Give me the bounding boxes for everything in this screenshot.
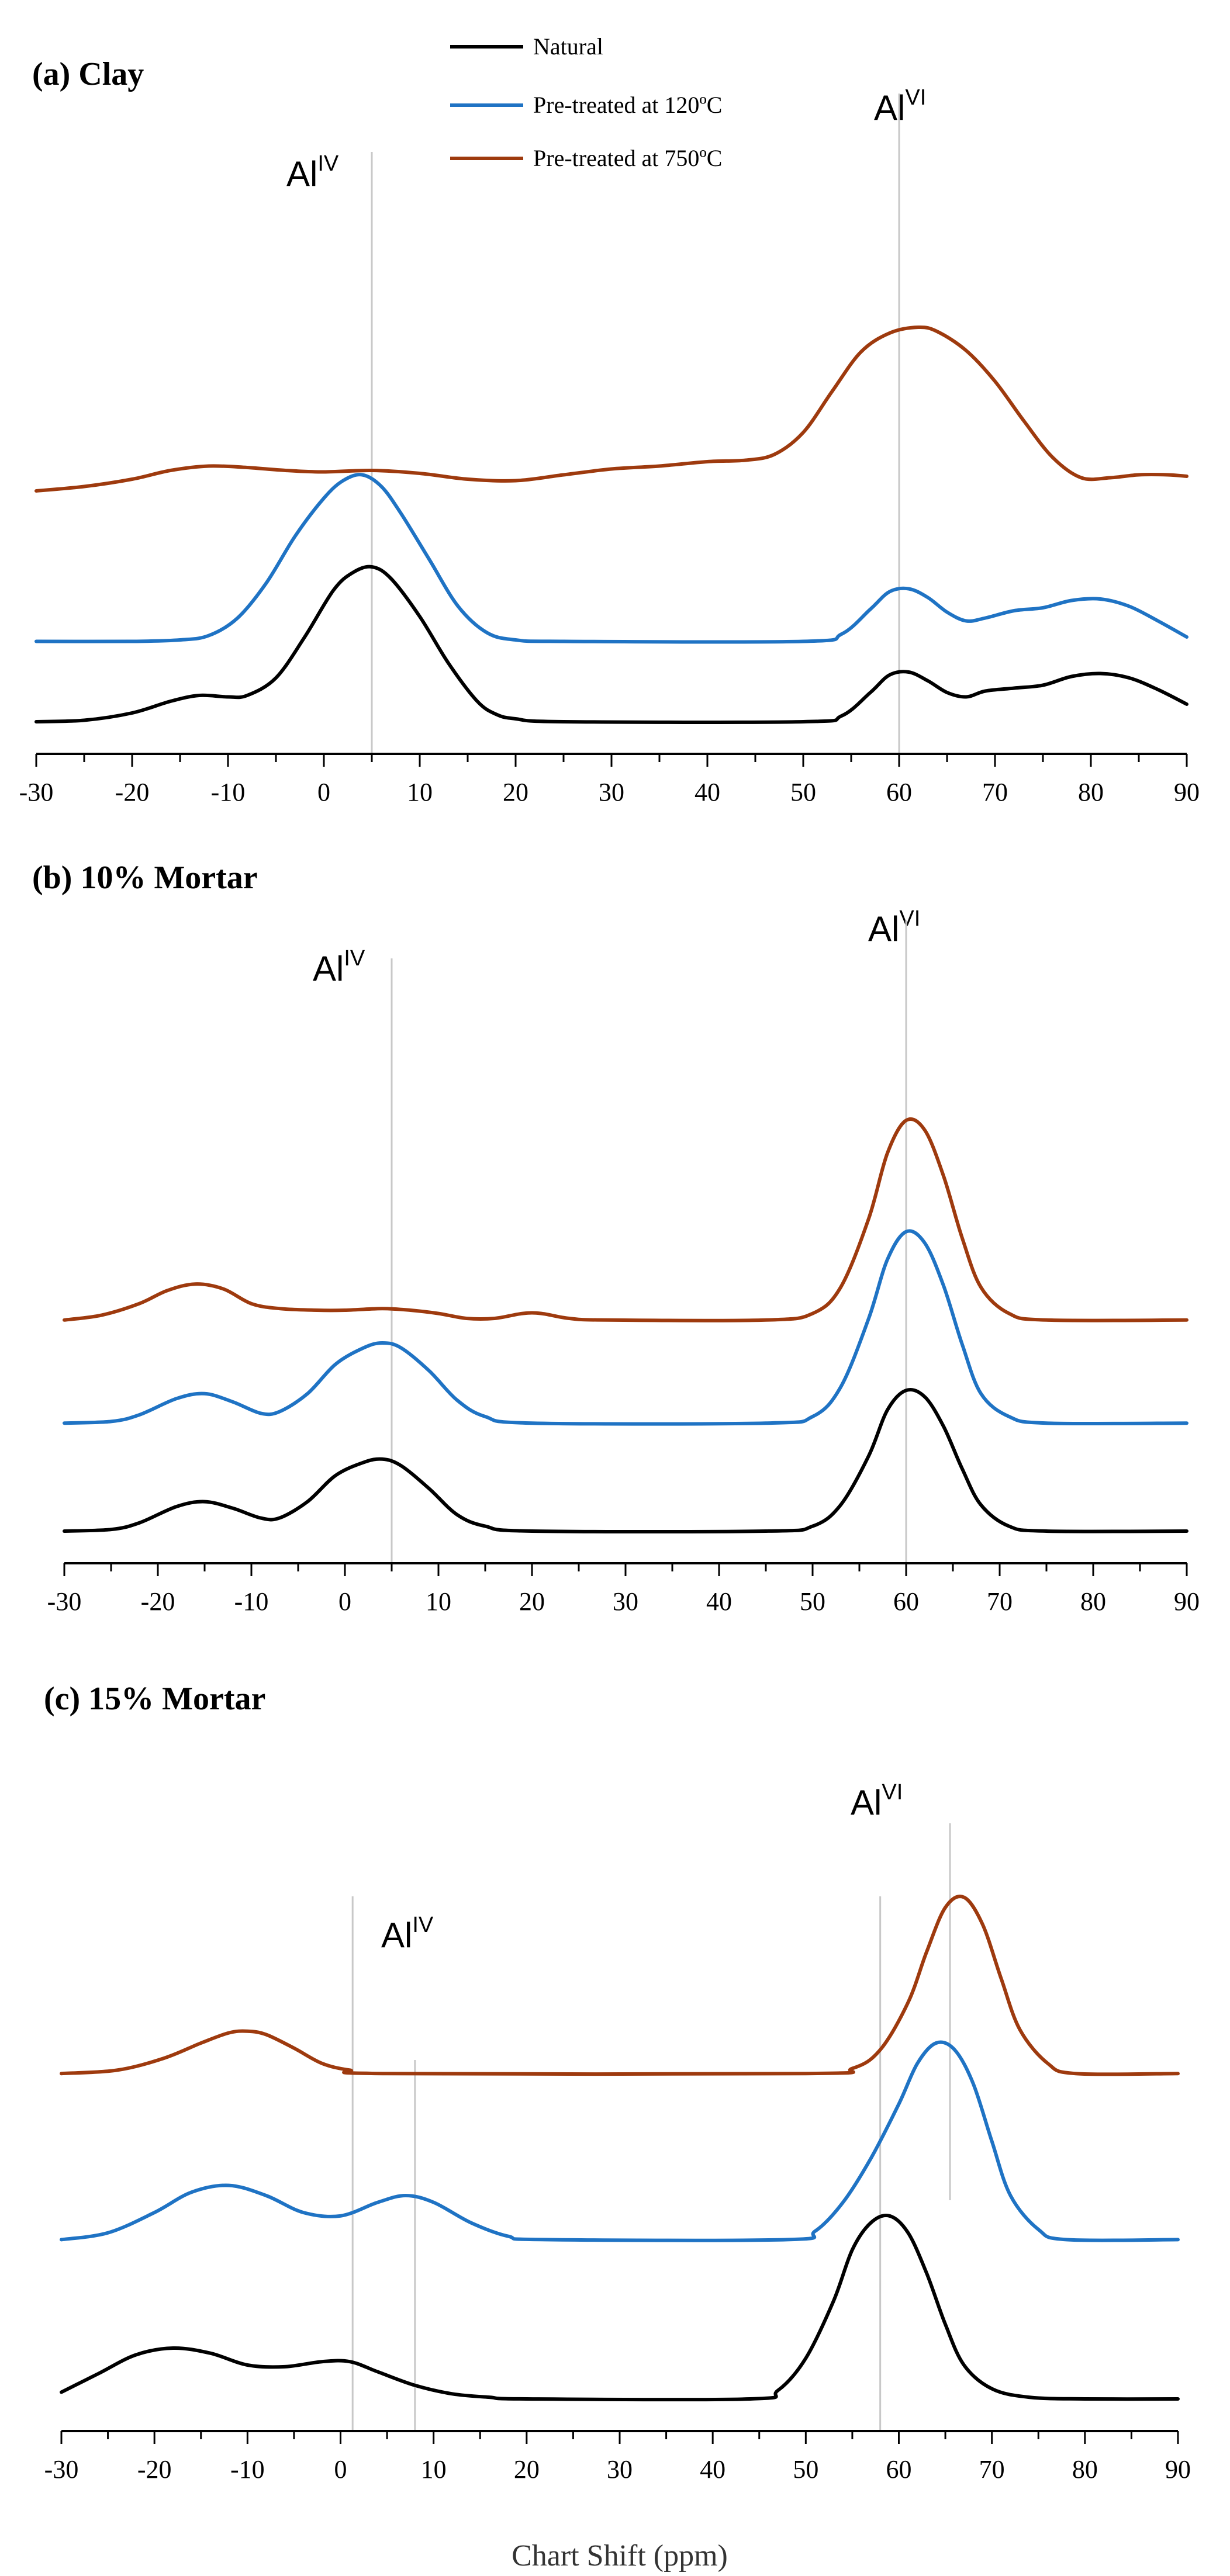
al-iv-label-clay: AlIV [286,151,339,193]
series-natural [63,1387,1188,1534]
x-tick-label: 80 [1080,1587,1106,1616]
x-tick-label: 20 [503,778,528,806]
legend-label-750c: Pre-treated at 750ºC [533,145,722,171]
x-tick-label: 0 [317,778,330,806]
x-tick-label: 10 [426,1587,451,1616]
x-tick-label: 90 [1165,2455,1191,2484]
x-tick-label: 70 [979,2455,1005,2484]
series-natural [34,565,1188,724]
x-tick-label: -20 [141,1587,175,1616]
x-tick-label: 60 [886,778,912,806]
x-tick-label: 60 [893,1587,919,1616]
x-tick-label: 10 [421,2455,447,2484]
x-tick-label: -30 [19,778,54,806]
x-tick-label: 30 [613,1587,638,1616]
x-tick-label: 80 [1072,2455,1098,2484]
panel-clay: (a) Clay AlIV AlVI -30 -20 -10 0 10 20 30 40 50 6… [19,56,1200,806]
series-pre-treated-at-750-c [60,1895,1180,2076]
x-tick-label: -10 [211,778,246,806]
x-axis-label: Chart Shift (ppm) [512,2539,728,2572]
x-tick-label: 50 [800,1587,825,1616]
legend-label-natural: Natural [533,33,603,60]
x-tick-label: 0 [338,1587,351,1616]
x-tick-label: 20 [519,1587,545,1616]
al-vi-label-clay: AlVI [874,85,926,127]
x-tick-label: 0 [334,2455,347,2484]
x-tick-label: 10 [407,778,433,806]
x-tick-label: -10 [230,2455,265,2484]
al-vi-label-15pct-mortar: AlVI [851,1780,903,1822]
x-tick-label: 50 [793,2455,818,2484]
x-tick-label: -20 [137,2455,172,2484]
x-tick-label: 40 [700,2455,725,2484]
series-pre-treated-at-750-c [63,1117,1188,1322]
panel-10pct-mortar: (b) 10% Mortar AlIV AlVI -30 -20 -10 0 10 20 3… [32,860,1200,1616]
panel-title-clay: (a) Clay [32,56,144,92]
panel-title-10pct-mortar: (b) 10% Mortar [32,860,258,896]
x-tick-label: 90 [1174,778,1200,806]
x-tick-label: 30 [607,2455,633,2484]
series-pre-treated-at-750-c [34,325,1188,493]
x-tick-label: -20 [115,778,150,806]
x-tick-label: 40 [706,1587,732,1616]
x-tick-label: 40 [695,778,720,806]
x-tick-label: 80 [1078,778,1104,806]
x-tick-label: 50 [790,778,816,806]
x-tick-label: 30 [599,778,624,806]
x-tick-label: 60 [886,2455,912,2484]
al-iv-label-15pct-mortar: AlIV [381,1913,434,1955]
x-tick-label: 90 [1174,1587,1200,1616]
series-pre-treated-at-120-c [63,1229,1188,1426]
al-vi-label-10pct-mortar: AlVI [868,906,920,948]
x-tick-label: 70 [987,1587,1013,1616]
x-tick-label: -30 [44,2455,79,2484]
panel-15pct-mortar: (c) 15% Mortar AlIV AlVI -30 -20 -10 0 10 20 3… [44,1681,1191,2484]
series-pre-treated-at-120-c [60,2040,1180,2242]
series-pre-treated-at-120-c [34,473,1188,644]
x-tick-label: 20 [514,2455,540,2484]
series-natural [60,2214,1180,2402]
panel-title-15pct-mortar: (c) 15% Mortar [44,1681,265,1717]
x-tick-label: -10 [234,1587,269,1616]
legend: Natural Pre-treated at 120ºC Pre-treated… [450,33,722,171]
al-iv-label-10pct-mortar: AlIV [313,946,365,988]
legend-label-120c: Pre-treated at 120ºC [533,92,722,118]
x-tick-label: -30 [47,1587,82,1616]
x-tick-label: 70 [982,778,1008,806]
